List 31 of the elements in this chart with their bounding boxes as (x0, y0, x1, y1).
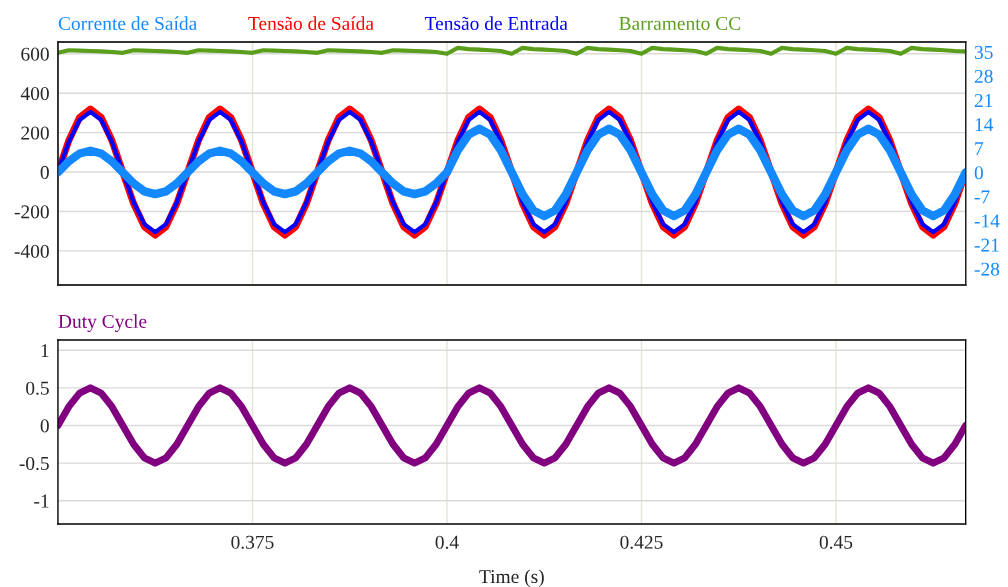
y2-tick-label: -14 (974, 214, 1000, 228)
text: Duty Cycle (58, 314, 147, 332)
text: Tensão de Saída (248, 16, 374, 31)
y2-tick-label: 28 (974, 69, 993, 83)
y-tick-label: 400 (20, 87, 49, 101)
y2-tick-label: 14 (975, 118, 994, 131)
y-tick-label: 0 (40, 165, 49, 179)
y2-tick-label: 21 (974, 94, 993, 107)
y2-tick-label: -21 (974, 238, 999, 252)
y-tick-label: 0 (40, 419, 49, 433)
y2-tick-label: 0 (974, 166, 983, 180)
y-tick-label: -400 (14, 244, 49, 258)
y-tick-label: -1 (34, 494, 49, 508)
y-tick-label: 0.5 (26, 381, 49, 395)
y-tick-label: -200 (14, 205, 49, 219)
y2-tick-label: -7 (974, 190, 990, 204)
x-tick-label: 0.375 (231, 535, 274, 549)
text: Tensão de Entrada (424, 16, 568, 31)
x-tick-label: 0.425 (620, 535, 663, 549)
y-tick-label: -0.5 (19, 456, 49, 471)
y-tick-label: 600 (21, 47, 49, 61)
y2-tick-label: 35 (974, 45, 993, 59)
y2-tick-label: -28 (974, 262, 1000, 276)
y-tick-label: 200 (21, 126, 49, 140)
x-axis-title: Time (s) (479, 569, 544, 587)
series-label: Barramento CC (619, 16, 741, 31)
x-tick-label: 0.45 (819, 535, 853, 549)
y-tick-label: 1 (41, 344, 49, 357)
text: Corrente de Saída (58, 16, 197, 31)
y2-tick-label: 7 (975, 142, 984, 156)
x-tick-label: 0.4 (435, 535, 459, 549)
